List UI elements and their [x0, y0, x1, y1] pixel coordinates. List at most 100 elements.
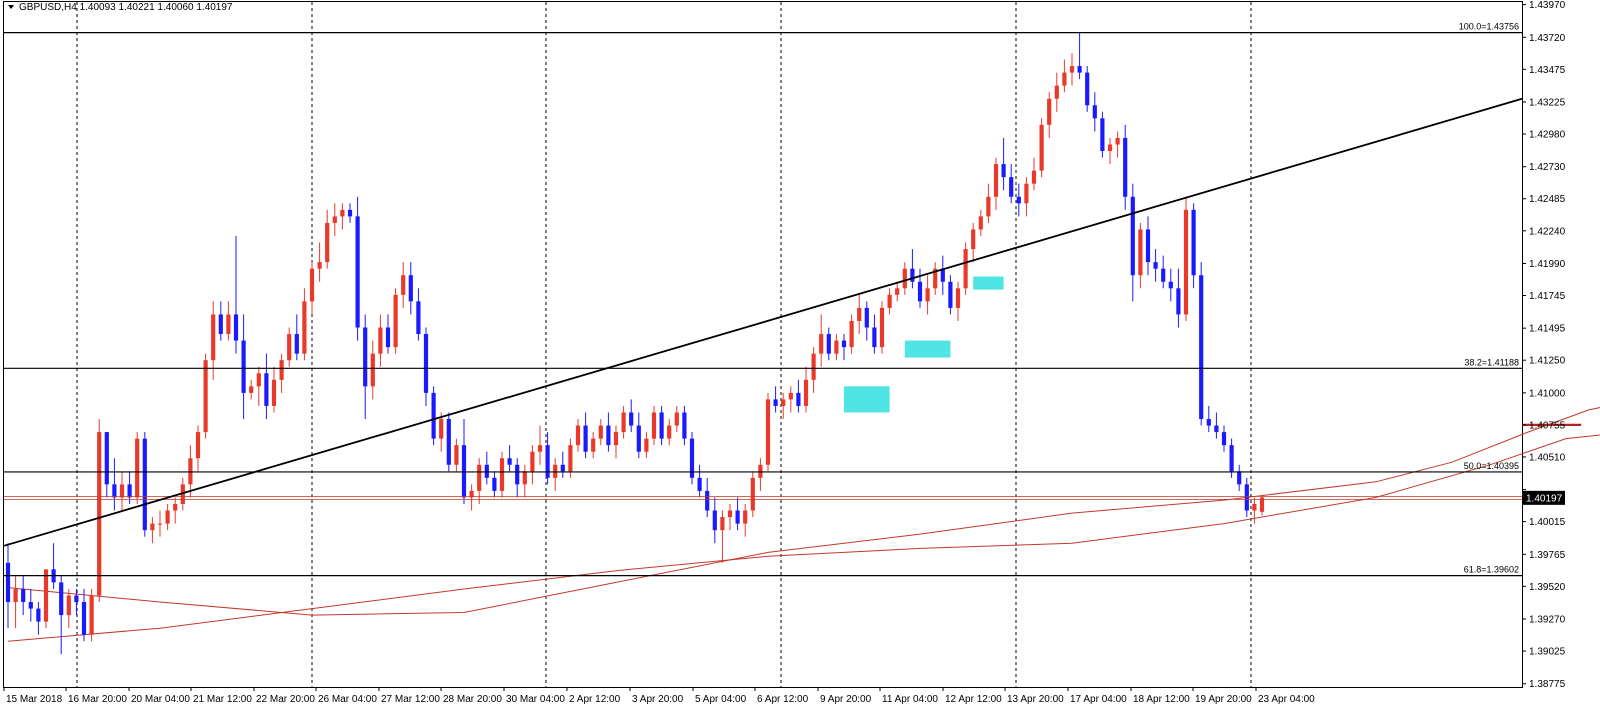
candle-body — [150, 523, 155, 531]
candle-body — [568, 445, 573, 472]
fib-levels: 100.0=1.43756 38.2=1.41188 50.0=1.40395 61.… — [4, 22, 1522, 577]
candle-body — [522, 471, 527, 485]
candle-body — [59, 582, 64, 616]
candle-body — [659, 412, 664, 439]
candle-body — [195, 432, 201, 459]
candle-body — [378, 327, 383, 354]
candle-body — [583, 425, 588, 452]
candle-body — [606, 425, 611, 446]
x-tick-label: 21 Mar 12:00 — [193, 694, 252, 705]
candle-body — [74, 595, 79, 603]
y-tick-label: 1.42240 — [1529, 226, 1566, 237]
candle-body — [1138, 229, 1143, 276]
candle-body — [203, 360, 208, 433]
candle-body — [112, 484, 117, 498]
y-tick-label: 1.40510 — [1529, 452, 1566, 463]
candle-body — [978, 216, 983, 230]
candle-body — [986, 196, 991, 217]
candle-body — [499, 458, 505, 491]
candle-body — [355, 216, 360, 328]
candle-body — [933, 268, 938, 289]
x-tick-label: 19 Apr 20:00 — [1195, 694, 1252, 705]
candle-body — [819, 334, 824, 354]
y-tick-label: 1.43225 — [1529, 98, 1566, 109]
candle-body — [963, 249, 968, 289]
candle-body — [294, 334, 299, 354]
highlight-boxes — [844, 276, 1004, 413]
y-tick-label: 1.43720 — [1529, 33, 1566, 44]
current-price-label: 1.40197 — [1526, 493, 1563, 504]
candle-body — [910, 268, 915, 282]
candle-body — [165, 510, 170, 524]
candle-body — [689, 438, 695, 478]
candle-body — [271, 379, 277, 406]
candle-body — [644, 438, 649, 452]
candle-body — [598, 425, 603, 439]
candle-body — [484, 464, 489, 478]
candle-body — [530, 451, 535, 472]
price-axis: 1.43970 1.43720 1.43475 1.43225 1.42980 1.427… — [1522, 0, 1566, 690]
candle-body — [347, 209, 353, 217]
candle-body — [758, 464, 763, 478]
candle-body — [302, 301, 307, 354]
y-tick-label: 1.41495 — [1529, 324, 1566, 335]
candle-body — [515, 464, 520, 485]
candle-body — [948, 281, 953, 308]
x-tick-label: 9 Apr 20:00 — [820, 694, 872, 705]
highlight-box — [973, 276, 1004, 290]
candle-body — [477, 464, 482, 491]
candle-body — [537, 445, 543, 452]
candle-body — [1039, 124, 1044, 171]
candle-body — [180, 484, 185, 504]
candle-body — [674, 412, 679, 426]
candle-body — [826, 334, 831, 354]
candle-body — [591, 438, 596, 452]
candle-body — [469, 490, 474, 498]
x-tick-label: 28 Mar 20:00 — [443, 694, 502, 705]
candle-body — [1176, 288, 1181, 315]
candle-body — [1153, 262, 1158, 269]
candle-body — [127, 484, 132, 498]
candle-body — [507, 458, 512, 465]
candle-body — [287, 334, 292, 361]
candle-body — [735, 510, 740, 524]
candle-body — [104, 432, 109, 485]
candle-body — [841, 340, 847, 348]
candle-body — [43, 569, 49, 622]
x-tick-label: 17 Apr 04:00 — [1070, 694, 1127, 705]
candle-body — [454, 445, 459, 465]
x-tick-label: 30 Mar 04:00 — [506, 694, 565, 705]
candle-body — [325, 222, 330, 263]
candle-body — [431, 392, 436, 439]
candle-body — [1123, 137, 1128, 197]
candle-body — [89, 595, 94, 635]
candle-body — [553, 464, 558, 478]
candle-body — [1024, 183, 1029, 204]
candle-body — [1016, 196, 1021, 204]
highlight-box — [844, 386, 890, 413]
x-tick-label: 18 Apr 12:00 — [1133, 694, 1190, 705]
candlesticks — [5, 32, 1265, 655]
candle-body — [401, 275, 406, 295]
candle-body — [264, 373, 269, 406]
candle-body — [1001, 164, 1006, 178]
y-tick-label: 1.41990 — [1529, 259, 1566, 270]
candle-body — [1191, 209, 1196, 276]
candle-body — [1168, 281, 1173, 289]
candle-body — [895, 288, 900, 295]
time-axis: 15 Mar 2018 16 Mar 20:00 20 Mar 04:00 21 Ma… — [3, 687, 1315, 705]
candle-body — [1077, 66, 1082, 73]
candle-body — [135, 438, 140, 498]
candle-body — [97, 432, 102, 596]
candle-body — [66, 595, 71, 616]
candle-body — [925, 288, 930, 302]
candle-body — [446, 419, 451, 465]
y-tick-label: 1.41250 — [1529, 356, 1566, 367]
candle-body — [157, 523, 163, 525]
candle-body — [461, 445, 467, 498]
candle-body — [993, 164, 999, 197]
candle-body — [439, 419, 444, 439]
y-tick-label: 1.42730 — [1529, 162, 1566, 173]
candle-body — [309, 268, 315, 302]
